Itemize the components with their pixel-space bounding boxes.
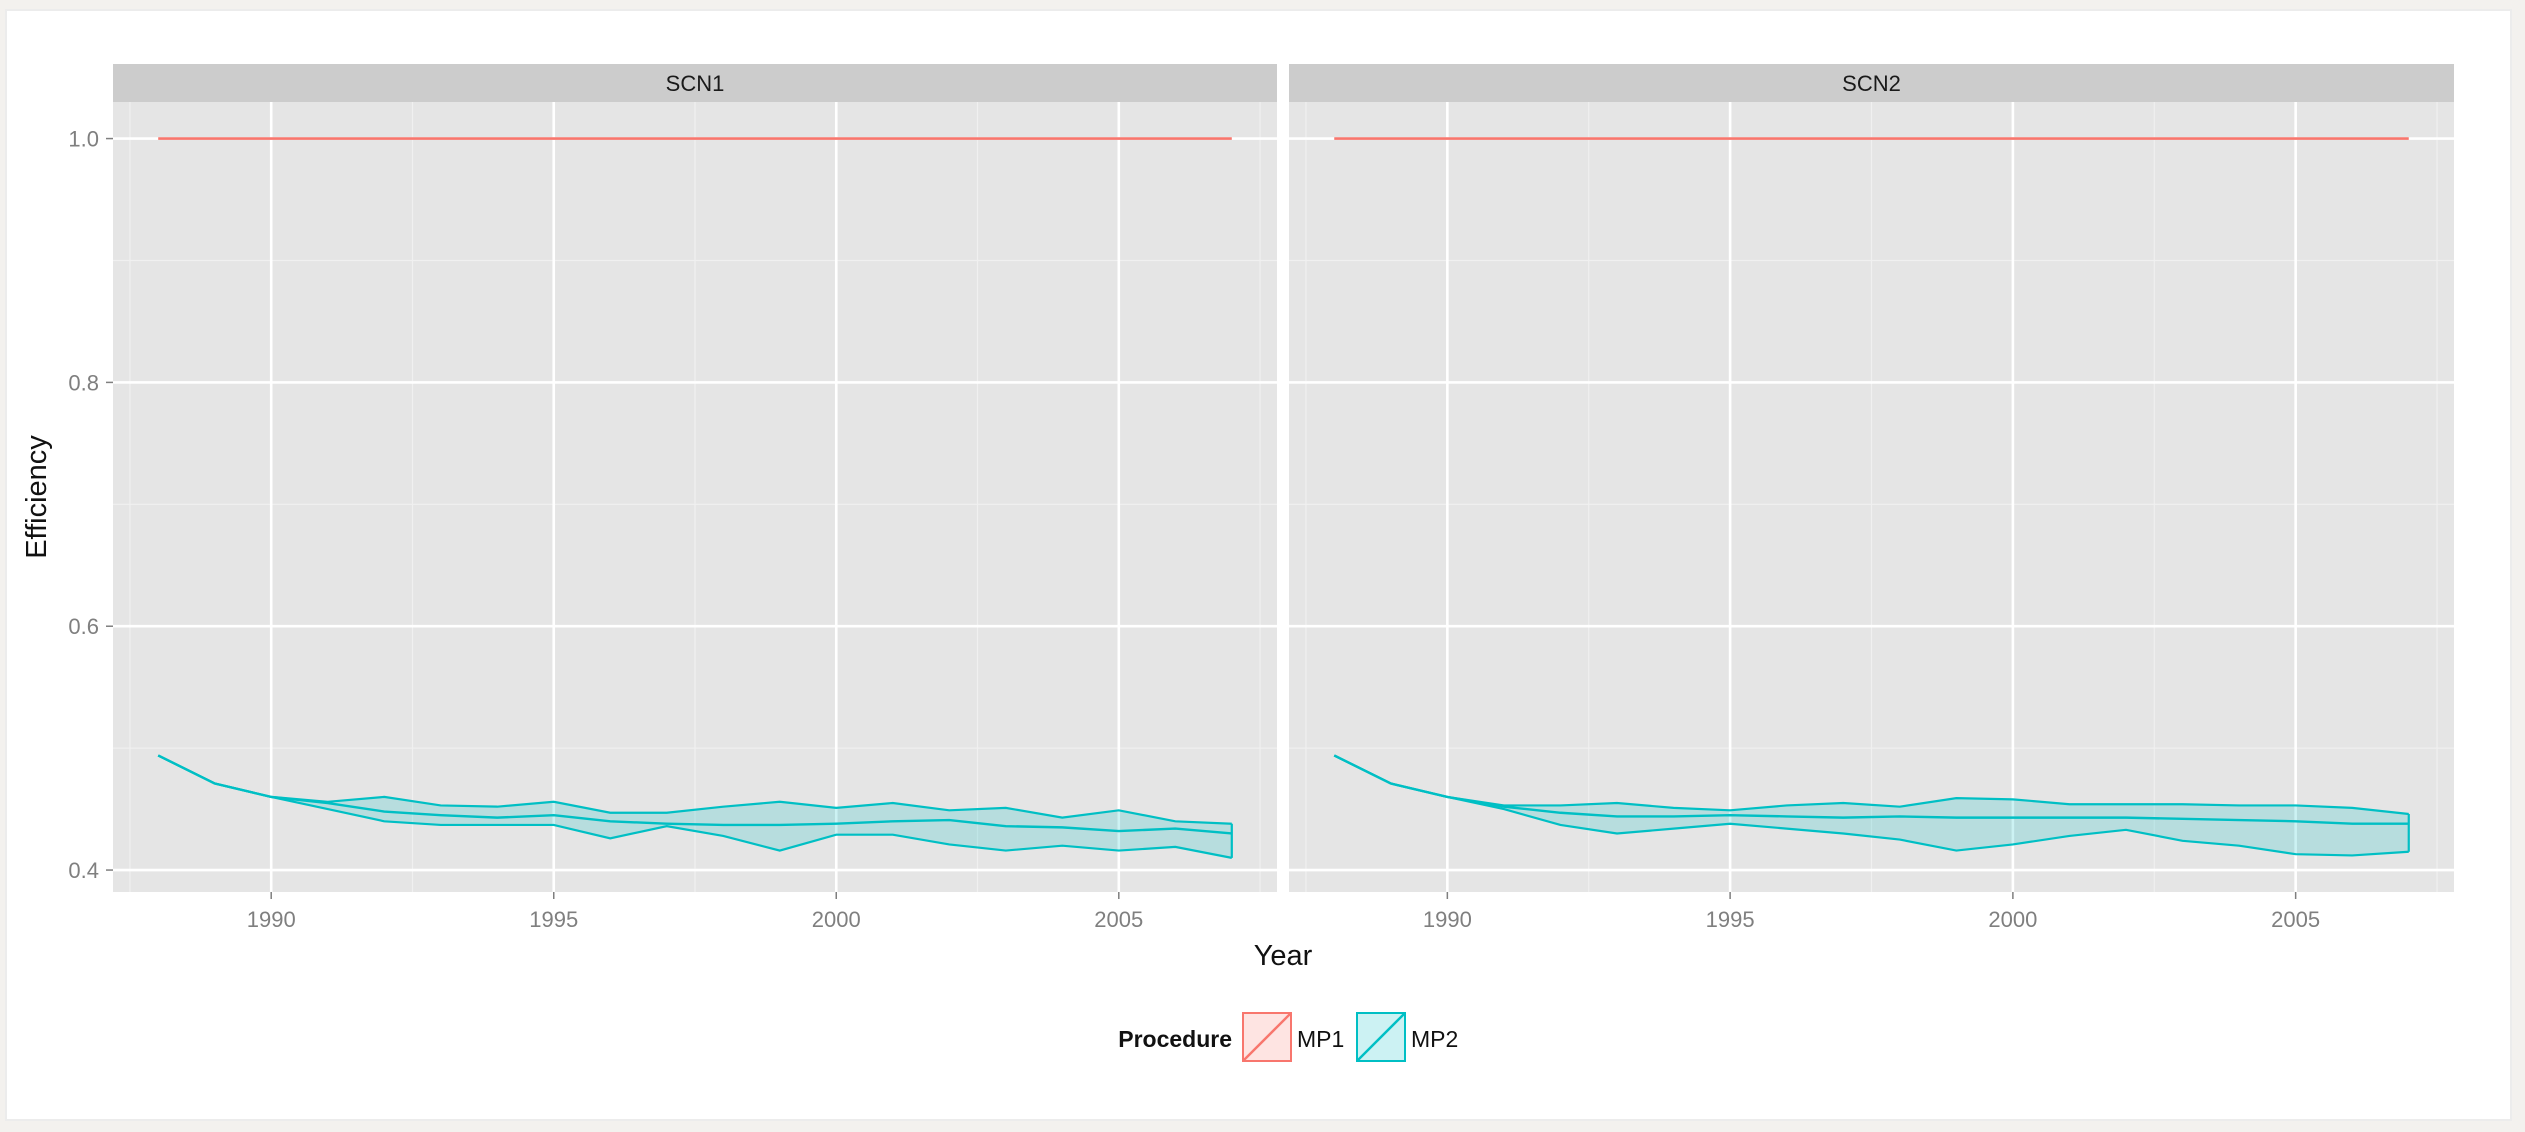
facet-strip <box>113 64 1277 102</box>
series-ribbon-upper-mp2 <box>1333 754 2409 816</box>
facet-strip-label: SCN1 <box>666 71 725 96</box>
x-axis-title: Year <box>1254 940 1313 972</box>
legend-title: Procedure <box>1118 1026 1232 1052</box>
series-ribbon-lower-mp2 <box>157 754 1233 859</box>
series-ribbon-upper-mp2 <box>157 754 1232 825</box>
x-tick-label: 1990 <box>1423 907 1472 932</box>
y-tick-label: 1.0 <box>68 127 99 152</box>
y-axis-title: Efficiency <box>21 435 53 559</box>
legend-key-line-mp1 <box>1242 1012 1292 1062</box>
facet-strip <box>1289 64 2454 102</box>
x-tick-label: 2000 <box>812 907 861 932</box>
x-tick-label: 2000 <box>1988 907 2037 932</box>
series-line-mp2 <box>1333 754 2409 825</box>
legend: Procedure MP1 MP2 <box>1118 1012 1458 1062</box>
y-tick-label: 0.8 <box>68 370 99 395</box>
x-tick-label: 2005 <box>2271 907 2320 932</box>
facet-strip-label: SCN2 <box>1842 71 1901 96</box>
series-ribbon-mp2 <box>158 755 1232 858</box>
facet-panel-1: SCN1 1990 1995 2000 2005 <box>113 64 1277 932</box>
series-ribbon-lower-mp2 <box>1333 754 2409 857</box>
x-tick-label: 1990 <box>247 907 296 932</box>
x-tick-label: 1995 <box>1706 907 1755 932</box>
y-tick-label: 0.4 <box>68 858 99 883</box>
facet-panel-2: SCN2 1990 1995 2000 2005 <box>1289 64 2454 932</box>
legend-label-mp1: MP1 <box>1297 1026 1344 1052</box>
legend-key-line-mp2 <box>1356 1012 1406 1062</box>
legend-label-mp2: MP2 <box>1411 1026 1458 1052</box>
x-tick-label: 2005 <box>1094 907 1143 932</box>
y-tick-label: 0.6 <box>68 614 99 639</box>
series-line-mp2 <box>157 754 1232 835</box>
x-tick-label: 1995 <box>529 907 578 932</box>
